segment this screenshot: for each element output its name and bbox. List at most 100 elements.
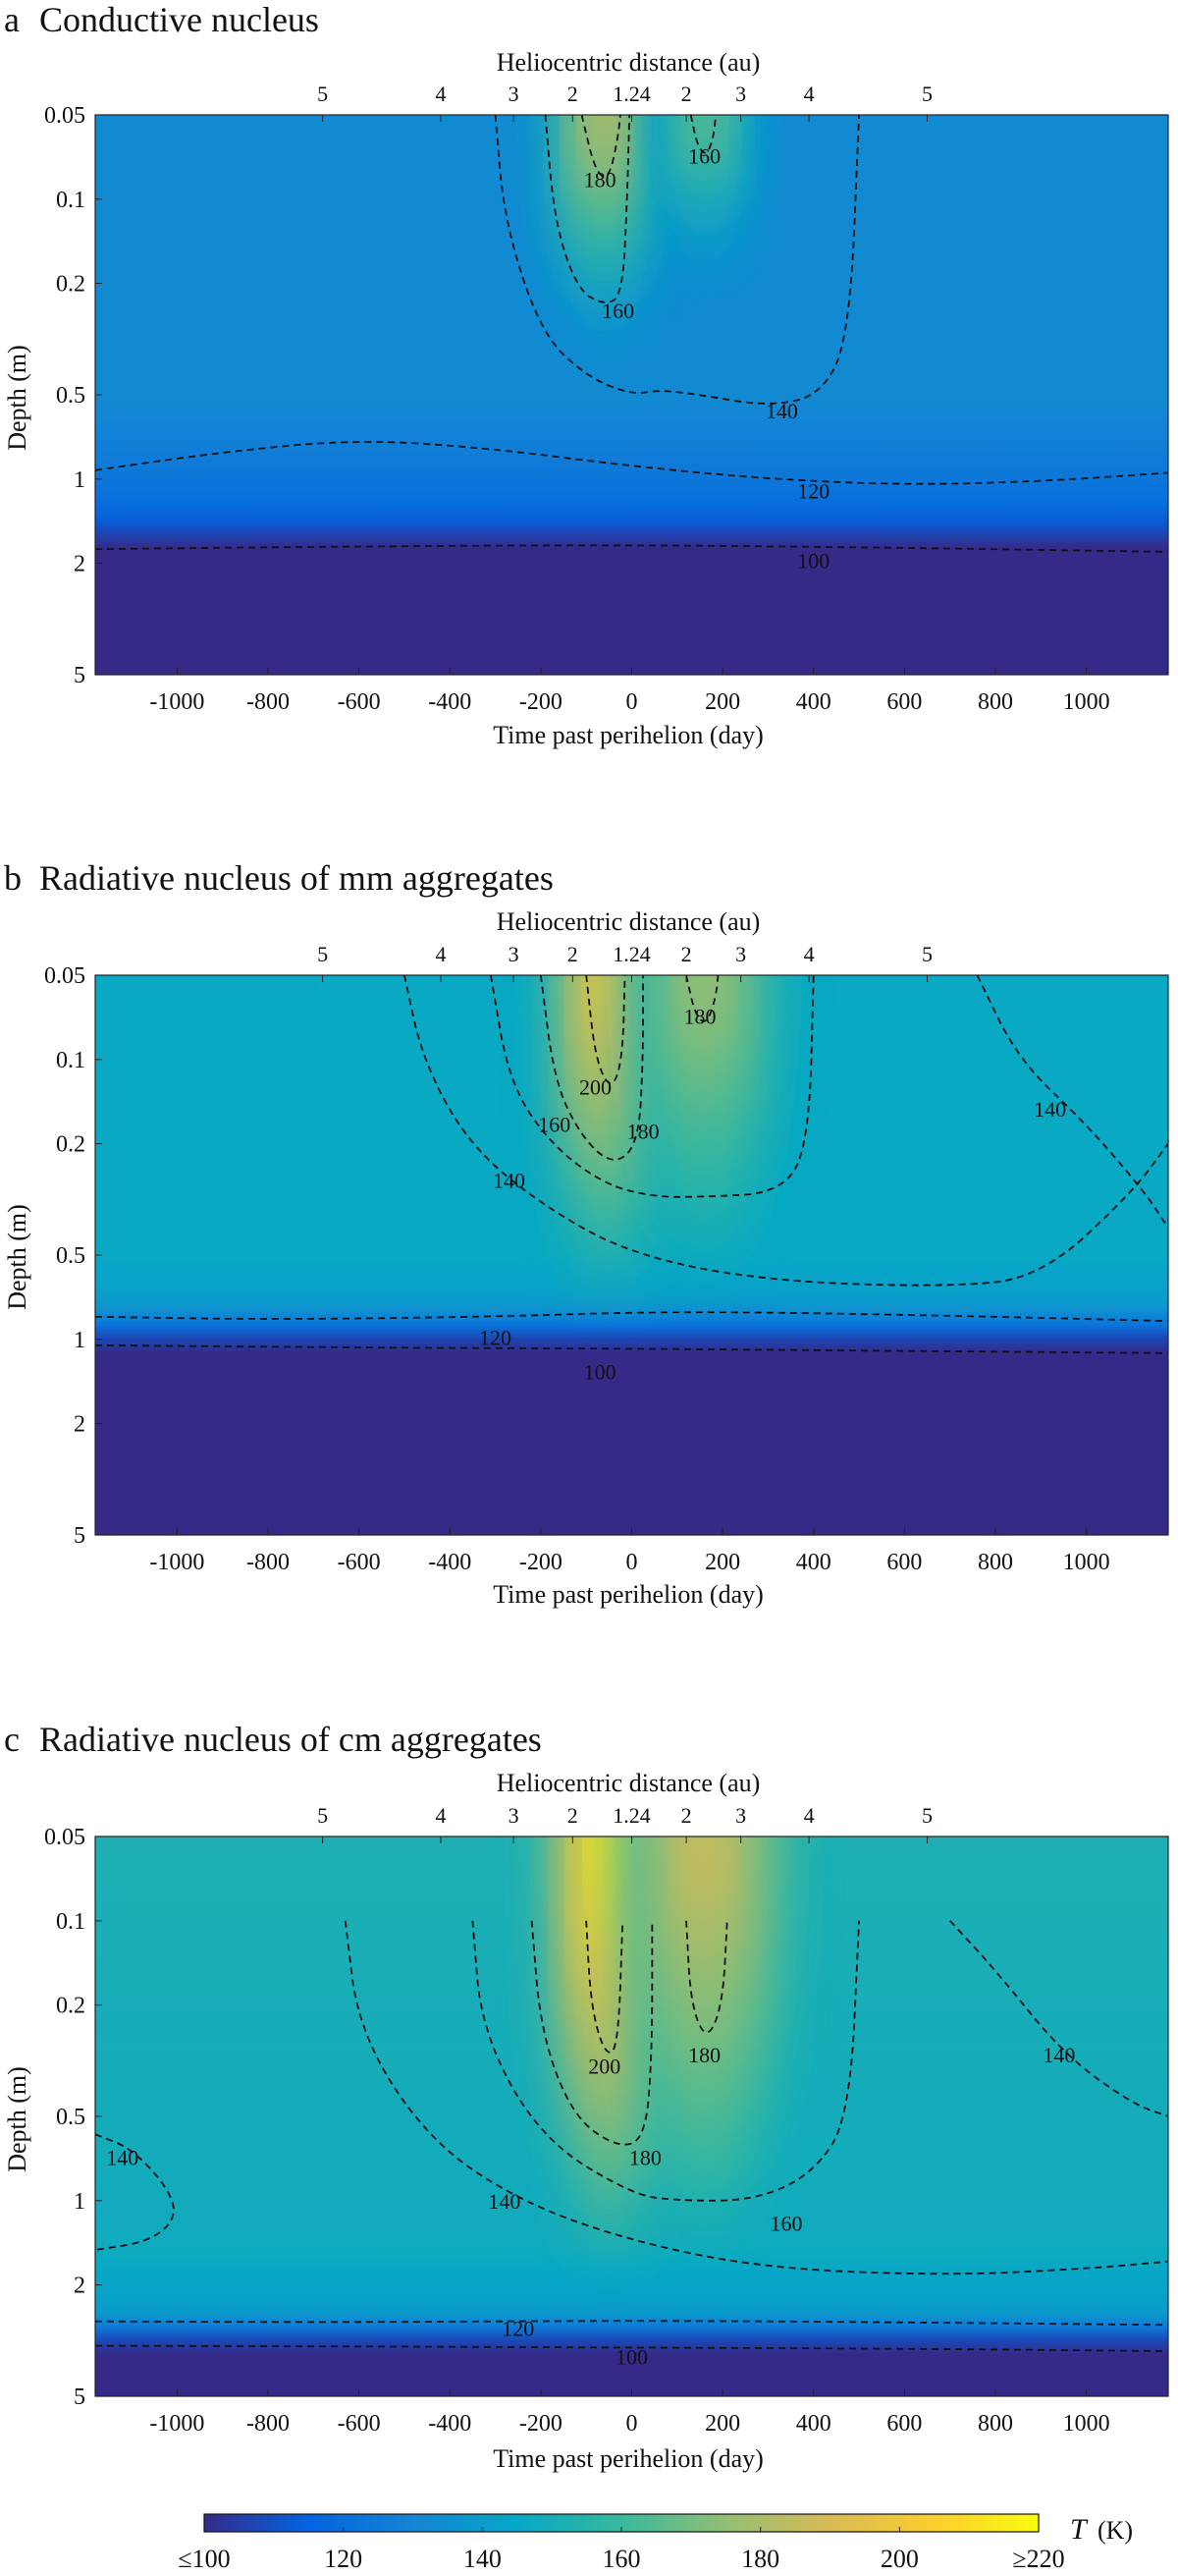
x-tick-label: -200 (519, 1550, 562, 1575)
panel-c: c Radiative nucleus of cm aggregates Hel… (3, 1720, 1169, 2473)
y-tick-label: 5 (74, 663, 85, 688)
contour-label: 180 (688, 2043, 721, 2067)
colorbar-title-unit: (K) (1098, 2516, 1133, 2545)
panel-c-title: Radiative nucleus of cm aggregates (39, 1720, 542, 1759)
contour-180 (580, 115, 621, 178)
top-tick-label: 1.24 (613, 82, 651, 106)
panel-b-title: Radiative nucleus of mm aggregates (39, 858, 554, 898)
top-tick-label: 5 (317, 942, 328, 966)
contour-160 (471, 1920, 860, 2202)
contour-120 (95, 1311, 1168, 1323)
colorbar-tick-label: 160 (603, 2545, 641, 2573)
colorbar-min-label: ≤100 (178, 2545, 230, 2573)
x-tick-label: 1000 (1063, 2411, 1110, 2437)
top-tick-label: 5 (317, 82, 328, 106)
top-tick-label: 4 (435, 82, 446, 106)
x-tick-label: -400 (428, 689, 471, 715)
y-tick-label: 0.5 (56, 2105, 85, 2130)
colorbar-tick-label: 120 (324, 2545, 362, 2573)
hot-spot-layer (595, 975, 623, 1037)
top-tick-label: 4 (804, 1803, 815, 1828)
contour-160 (490, 975, 815, 1198)
y-tick-label: 5 (74, 2384, 85, 2410)
top-tick-label: 5 (922, 1803, 933, 1828)
contour-100 (95, 544, 1168, 553)
contour-100 (95, 1343, 1168, 1354)
y-tick-label: 0.05 (44, 103, 85, 129)
contour-200 (585, 975, 626, 1085)
contour-label: 120 (502, 2316, 534, 2340)
panel-b-top-axis-label: Heliocentric distance (au) (497, 907, 761, 936)
top-tick-label: 4 (804, 942, 815, 966)
panel-c-top-axis-label: Heliocentric distance (au) (497, 1769, 761, 1797)
y-tick-label: 2 (74, 1412, 85, 1438)
panel-a-title: Conductive nucleus (39, 0, 319, 39)
x-tick-label: 800 (978, 1550, 1013, 1575)
x-tick-label: 1000 (1063, 1550, 1110, 1575)
contour-label: 120 (479, 1325, 511, 1349)
x-tick-label: -600 (338, 2411, 381, 2437)
x-tick-label: 400 (796, 1550, 831, 1575)
contour-label: 180 (683, 1005, 716, 1029)
panel-a: a Conductive nucleus Heliocentric distan… (3, 0, 1169, 749)
contour-100 (95, 2344, 1168, 2352)
colorbar-ticks: 120 140 160 180 200 (324, 2527, 919, 2573)
x-tick-label: -200 (519, 689, 562, 715)
x-tick-label: 1000 (1063, 689, 1110, 715)
contour-160 (544, 115, 631, 303)
top-tick-label: 5 (922, 82, 933, 106)
contour-label: 140 (488, 2189, 520, 2214)
x-tick-label: 600 (886, 1550, 922, 1575)
temperature-field (95, 975, 1168, 1535)
hot-spot-layer (692, 115, 718, 150)
y-tick-label: 0.5 (56, 1243, 85, 1269)
contour-lines (95, 1920, 1168, 2352)
top-tick-label: 3 (509, 1803, 519, 1828)
top-tick-label: 4 (435, 1803, 446, 1828)
x-tick-label: -800 (246, 689, 290, 715)
x-tick-label: -800 (246, 2411, 290, 2437)
hot-spot-layer (685, 1836, 723, 1910)
y-tick-label: 0.5 (56, 383, 85, 409)
contour-lines (95, 115, 1168, 553)
contour-120 (95, 441, 1168, 485)
y-tick-label: 0.1 (56, 1048, 85, 1073)
panel-a-letter: a (4, 0, 20, 39)
colorbar-title-symbol: T (1070, 2513, 1089, 2546)
top-tick-label: 4 (435, 942, 446, 966)
colorbar-max-label: ≥220 (1012, 2545, 1064, 2573)
contour-label: 180 (584, 168, 616, 192)
colorbar-tick-label: 140 (463, 2545, 502, 2573)
x-tick-label: 800 (978, 689, 1013, 715)
contour-label: 160 (688, 144, 721, 169)
contour-140 (344, 1920, 1168, 2275)
top-tick-label: 1.24 (613, 1803, 651, 1828)
y-tick-label: 0.05 (44, 1825, 85, 1850)
panel-b: b Radiative nucleus of mm aggregates Hel… (3, 858, 1169, 1609)
top-tick-label: 5 (922, 942, 933, 966)
temperature-field (95, 1836, 1168, 2396)
x-tick-label: -400 (428, 2411, 471, 2437)
contour-120 (95, 2320, 1168, 2327)
contour-label: 100 (616, 2344, 648, 2369)
top-tick-label: 1.24 (613, 942, 651, 966)
top-tick-label: 3 (735, 942, 746, 966)
contour-label: 160 (602, 299, 634, 323)
y-tick-label: 0.2 (56, 1994, 85, 2019)
contour-140 (949, 1920, 1168, 2117)
contour-140 (95, 2133, 175, 2251)
contour-180 (539, 975, 644, 1161)
top-tick-label: 2 (567, 82, 578, 106)
contour-label: 140 (1043, 2043, 1075, 2067)
top-tick-label: 2 (567, 942, 578, 966)
y-tick-label: 5 (74, 1523, 85, 1549)
top-tick-label: 3 (509, 942, 519, 966)
contour-lines (95, 975, 1168, 1354)
x-tick-label: 0 (626, 1550, 638, 1575)
contour-label: 200 (579, 1074, 612, 1099)
y-tick-label: 2 (74, 2274, 85, 2299)
